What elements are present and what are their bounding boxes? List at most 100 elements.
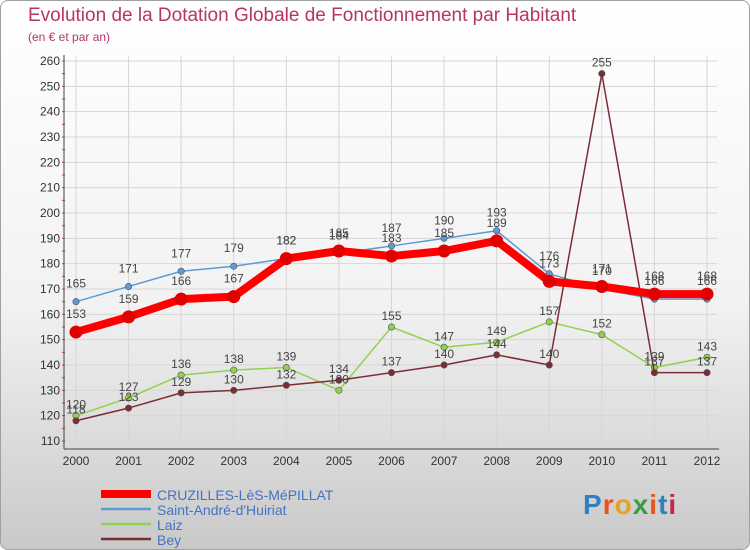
data-label: 157 (539, 304, 559, 318)
data-label: 130 (224, 372, 244, 386)
data-label: 130 (329, 372, 349, 386)
data-label: 137 (381, 355, 401, 369)
data-point (440, 361, 448, 369)
data-point (335, 376, 343, 384)
y-tick-label: 220 (40, 155, 60, 169)
data-point (230, 366, 238, 374)
data-point (125, 282, 133, 290)
x-tick-label: 2000 (63, 454, 90, 468)
x-tick-label: 2009 (536, 454, 563, 468)
y-tick-label: 200 (40, 206, 60, 220)
data-point (227, 290, 241, 304)
data-label: 167 (224, 272, 244, 286)
data-label: 136 (171, 357, 191, 371)
y-tick-label: 120 (40, 409, 60, 423)
x-tick-label: 2012 (694, 454, 721, 468)
data-point (545, 361, 553, 369)
data-point (493, 227, 501, 235)
data-label: 139 (644, 350, 664, 364)
chart-title: Evolution de la Dotation Globale de Fonc… (28, 5, 577, 26)
data-point (650, 369, 658, 377)
legend: CRUZILLES-LèS-MéPILLATSaint-André-d'Huir… (101, 487, 334, 548)
data-label: 134 (329, 362, 349, 376)
data-point (335, 386, 343, 394)
data-label: 185 (329, 226, 349, 240)
x-tick-label: 2010 (588, 454, 615, 468)
data-label: 185 (434, 226, 454, 240)
data-point (490, 234, 504, 248)
data-label: 129 (171, 375, 191, 389)
data-point (703, 369, 711, 377)
x-tick-label: 2004 (273, 454, 300, 468)
data-point (703, 353, 711, 361)
data-point (385, 249, 398, 263)
data-label: 166 (697, 274, 717, 288)
data-label: 190 (434, 213, 454, 227)
data-point (282, 381, 290, 389)
x-tick-label: 2001 (115, 454, 142, 468)
y-tick-label: 240 (40, 105, 60, 119)
data-label: 187 (381, 221, 401, 235)
y-tick-label: 210 (40, 181, 60, 195)
y-tick-label: 180 (40, 257, 60, 271)
proxiti-logo: Proxiti (583, 489, 677, 521)
logo-letter: i (668, 489, 678, 520)
series-layer (69, 70, 714, 425)
x-tick-label: 2007 (431, 454, 458, 468)
data-point (282, 364, 290, 372)
data-label: 153 (66, 307, 86, 321)
data-label: 168 (644, 269, 664, 283)
data-label: 166 (644, 274, 664, 288)
data-label: 137 (644, 355, 664, 369)
data-label: 149 (487, 324, 507, 338)
y-tick-label: 170 (40, 282, 60, 296)
data-point (647, 287, 661, 301)
data-point (177, 371, 185, 379)
data-label: 118 (66, 403, 85, 417)
y-tick-label: 190 (40, 231, 60, 245)
data-point (387, 242, 395, 250)
data-point (440, 234, 448, 242)
data-label: 144 (487, 337, 507, 351)
axes: 110 120 130 140 150 160 170 180 190 200 210 220 230 2… (40, 54, 721, 468)
data-point (493, 351, 501, 359)
data-label: 147 (434, 329, 454, 343)
x-tick-label: 2005 (326, 454, 353, 468)
data-point (598, 331, 606, 339)
x-tick-label: 2011 (642, 454, 668, 468)
data-point (542, 274, 556, 288)
data-label: 193 (487, 206, 507, 220)
data-point (595, 279, 609, 293)
data-label: 182 (276, 234, 296, 248)
legend-label: Saint-André-d'Huiriat (157, 502, 287, 518)
data-point (125, 394, 133, 402)
data-label: 137 (697, 355, 717, 369)
data-label: 171 (592, 261, 612, 275)
y-tick-label: 150 (40, 333, 60, 347)
y-tick-label: 250 (40, 79, 60, 93)
data-label: 152 (592, 317, 612, 331)
logo-letter: t (658, 489, 669, 520)
data-label: 179 (224, 241, 244, 255)
data-label: 120 (66, 398, 86, 412)
y-tick-label: 260 (40, 54, 60, 68)
data-label: 171 (119, 261, 139, 275)
x-tick-label: 2006 (378, 454, 405, 468)
data-point (387, 323, 395, 331)
data-point (493, 338, 501, 346)
data-label: 159 (119, 292, 139, 306)
data-label: 176 (539, 249, 559, 263)
legend-label: Bey (157, 532, 181, 548)
data-label: 184 (329, 229, 349, 243)
data-point (440, 343, 448, 351)
data-point (437, 244, 451, 258)
data-label: 127 (119, 380, 139, 394)
x-tick-label: 2008 (483, 454, 510, 468)
y-tick-label: 130 (40, 383, 60, 397)
data-point (69, 325, 83, 339)
data-label: 138 (224, 352, 244, 366)
data-label: 182 (276, 234, 296, 248)
